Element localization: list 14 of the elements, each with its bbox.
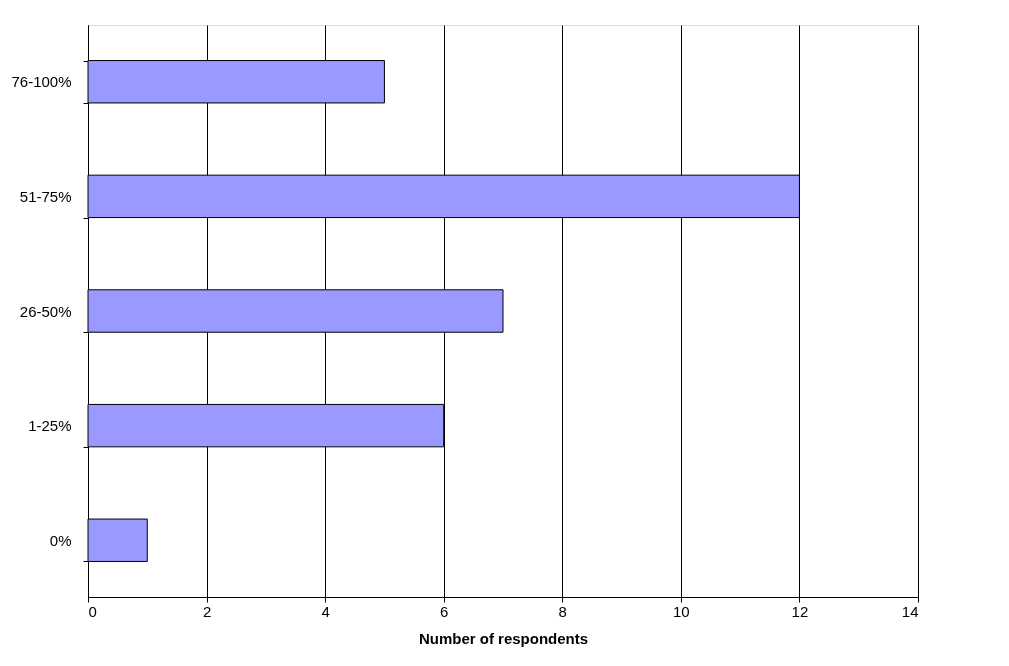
y-tick-label: 51-75% (19, 187, 72, 205)
x-tick-label: 6 (440, 602, 449, 620)
x-tick-label: 8 (558, 602, 567, 620)
y-tick-label: 76-100% (11, 73, 72, 91)
x-tick-label: 0 (88, 602, 97, 620)
x-tick-label: 12 (791, 602, 809, 620)
x-tick-label: 2 (202, 602, 212, 620)
y-tick-label: 0% (49, 531, 72, 549)
x-tick-label: 4 (321, 602, 330, 620)
y-tick-label: 1-25% (28, 417, 72, 435)
y-tick-label: 26-50% (19, 302, 72, 320)
x-tick-label: 10 (673, 602, 690, 620)
x-axis-title: Number of respondents (418, 629, 589, 647)
x-tick-label: 14 (901, 602, 919, 620)
